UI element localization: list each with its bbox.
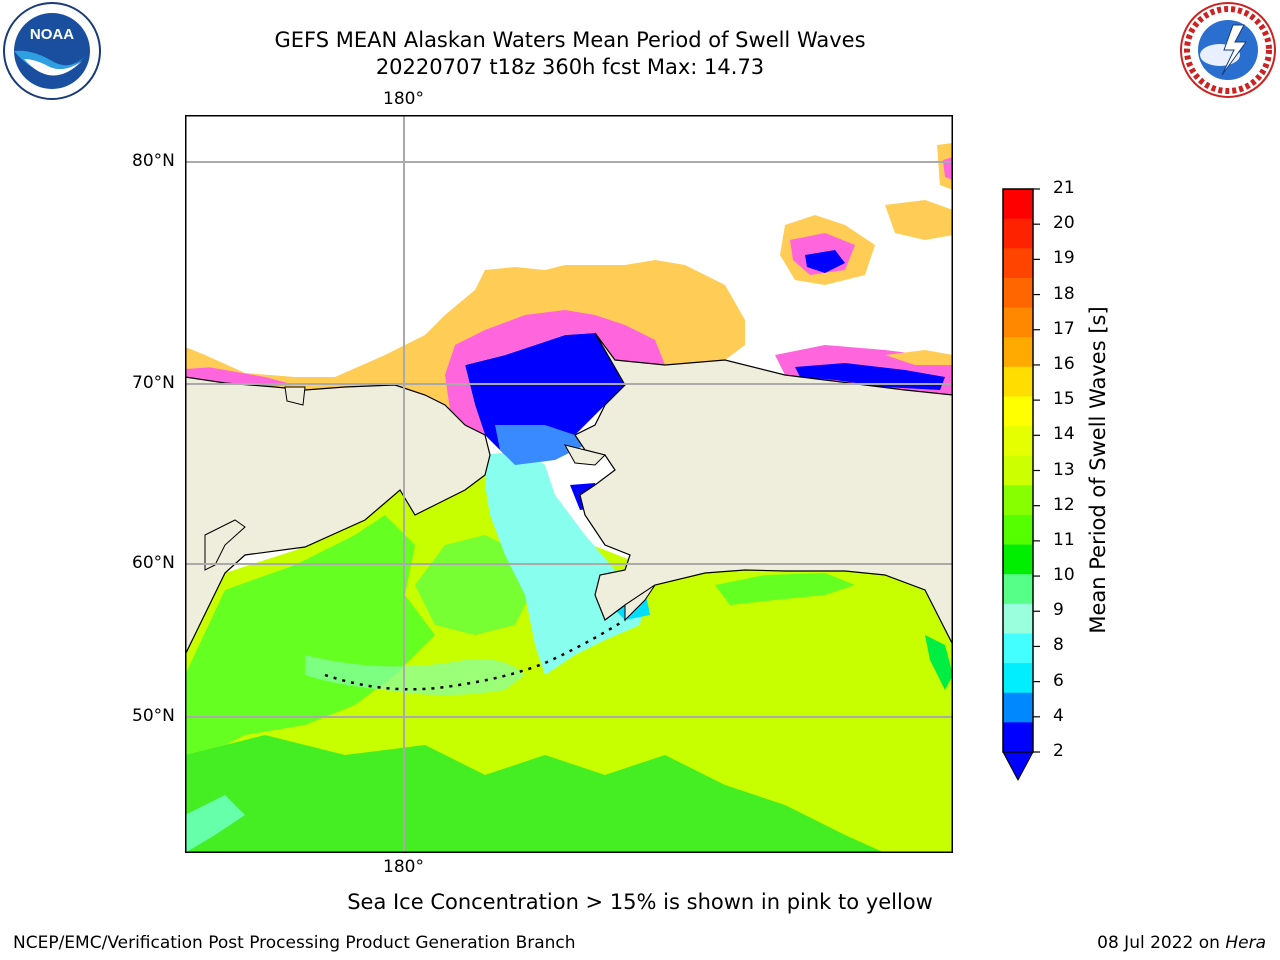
footer-date: 08 Jul 2022 on Hera <box>1097 933 1266 953</box>
lat-label-50: 50°N <box>132 706 175 726</box>
colorbar-tick-label: 17 <box>1053 318 1075 339</box>
land-siberia <box>185 376 491 656</box>
colorbar-tick-marks <box>1033 188 1040 753</box>
ocean-green-south <box>185 735 885 853</box>
map-panel <box>185 115 953 853</box>
alaska-peninsula <box>624 584 656 622</box>
colorbar-swatch <box>1003 307 1033 338</box>
land-seward <box>564 444 606 466</box>
colorbar-tick-label: 2 <box>1053 741 1064 761</box>
colorbar-tick-label: 12 <box>1053 494 1075 515</box>
ice-beaufort-yellow <box>885 350 953 365</box>
colorbar-swatch <box>1003 574 1033 605</box>
ice-patch-far-ne <box>885 200 953 240</box>
ice-yellow-west-edge <box>185 347 215 369</box>
colorbar-tick-label: 14 <box>1053 424 1075 445</box>
colorbar-swatch <box>1003 189 1033 220</box>
colorbar-tick-label: 6 <box>1053 670 1064 691</box>
aleutian-chain <box>324 618 626 691</box>
chart-title: GEFS MEAN Alaskan Waters Mean Period of … <box>274 28 866 52</box>
colorbar-swatch <box>1003 722 1033 753</box>
colorbar-tick-label: 10 <box>1053 565 1075 586</box>
lon-label-top: 180° <box>383 89 424 109</box>
map-border <box>185 115 953 853</box>
colorbar-title: Mean Period of Swell Waves [s] <box>1086 306 1110 634</box>
land-wrangel <box>284 386 306 406</box>
colorbar-tick-label: 11 <box>1053 529 1075 550</box>
footer-date-text: 08 Jul 2022 on <box>1097 933 1226 953</box>
lon-label-bottom: 180° <box>383 857 424 877</box>
colorbar-swatch <box>1003 366 1033 397</box>
colorbar-swatch <box>1003 633 1033 664</box>
land-kamchatka-tip <box>204 519 246 571</box>
nws-logo <box>1180 2 1276 98</box>
ice-patch-ne-blue <box>805 250 845 273</box>
lat-label-80: 80°N <box>132 151 175 171</box>
ocean-green-east <box>715 573 855 605</box>
colorbar-swatch <box>1003 248 1033 279</box>
ocean-blue-chukchi <box>465 330 625 455</box>
colorbar-tick-label: 8 <box>1053 635 1064 656</box>
colorbar-tick-label: 19 <box>1053 248 1075 269</box>
colorbar-tick-label: 15 <box>1053 389 1075 410</box>
colorbar-tick-label: 18 <box>1053 283 1075 304</box>
colorbar <box>1002 188 1040 782</box>
colorbar-tick-label: 4 <box>1053 705 1064 726</box>
colorbar-tick-label: 9 <box>1053 600 1064 621</box>
colorbar-swatch <box>1003 603 1033 634</box>
footer-host: Hera <box>1225 933 1266 953</box>
colorbar-extend-arrow <box>1002 751 1034 782</box>
colorbar-swatch <box>1003 485 1033 516</box>
chart-subtitle: 20220707 t18z 360h fcst Max: 14.73 <box>375 55 765 79</box>
colorbar-tick-label: 16 <box>1053 353 1075 374</box>
footer-credit: NCEP/EMC/Verification Post Processing Pr… <box>13 933 576 953</box>
colorbar-swatch <box>1003 337 1033 368</box>
colorbar-tick-label: 21 <box>1053 178 1075 198</box>
ocean-se-coast <box>925 635 953 690</box>
colorbar-swatch <box>1003 426 1033 457</box>
colorbar-swatch <box>1003 663 1033 694</box>
lat-label-70: 70°N <box>132 373 175 393</box>
colorbar-swatch <box>1003 692 1033 723</box>
noaa-logo: NOAA <box>3 2 101 100</box>
ocean-lightblue-bering-north <box>495 425 585 465</box>
ocean-green-central <box>415 535 535 635</box>
colorbar-swatch <box>1003 218 1033 249</box>
noaa-logo-text: NOAA <box>30 26 74 43</box>
colorbar-swatch <box>1003 455 1033 486</box>
ice-pink-inner <box>445 310 665 435</box>
ocean-mint-sw <box>185 795 245 853</box>
colorbar-swatches <box>1003 189 1033 753</box>
colorbar-tick-label: 13 <box>1053 459 1075 480</box>
colorbar-swatch <box>1003 277 1033 309</box>
colorbar-swatch <box>1003 514 1033 546</box>
lat-label-60: 60°N <box>132 553 175 573</box>
colorbar-swatch <box>1003 396 1033 427</box>
caption: Sea Ice Concentration > 15% is shown in … <box>347 890 933 914</box>
colorbar-swatch <box>1003 544 1033 575</box>
ocean-green-west <box>185 515 435 765</box>
colorbar-tick-label: 20 <box>1053 213 1075 234</box>
